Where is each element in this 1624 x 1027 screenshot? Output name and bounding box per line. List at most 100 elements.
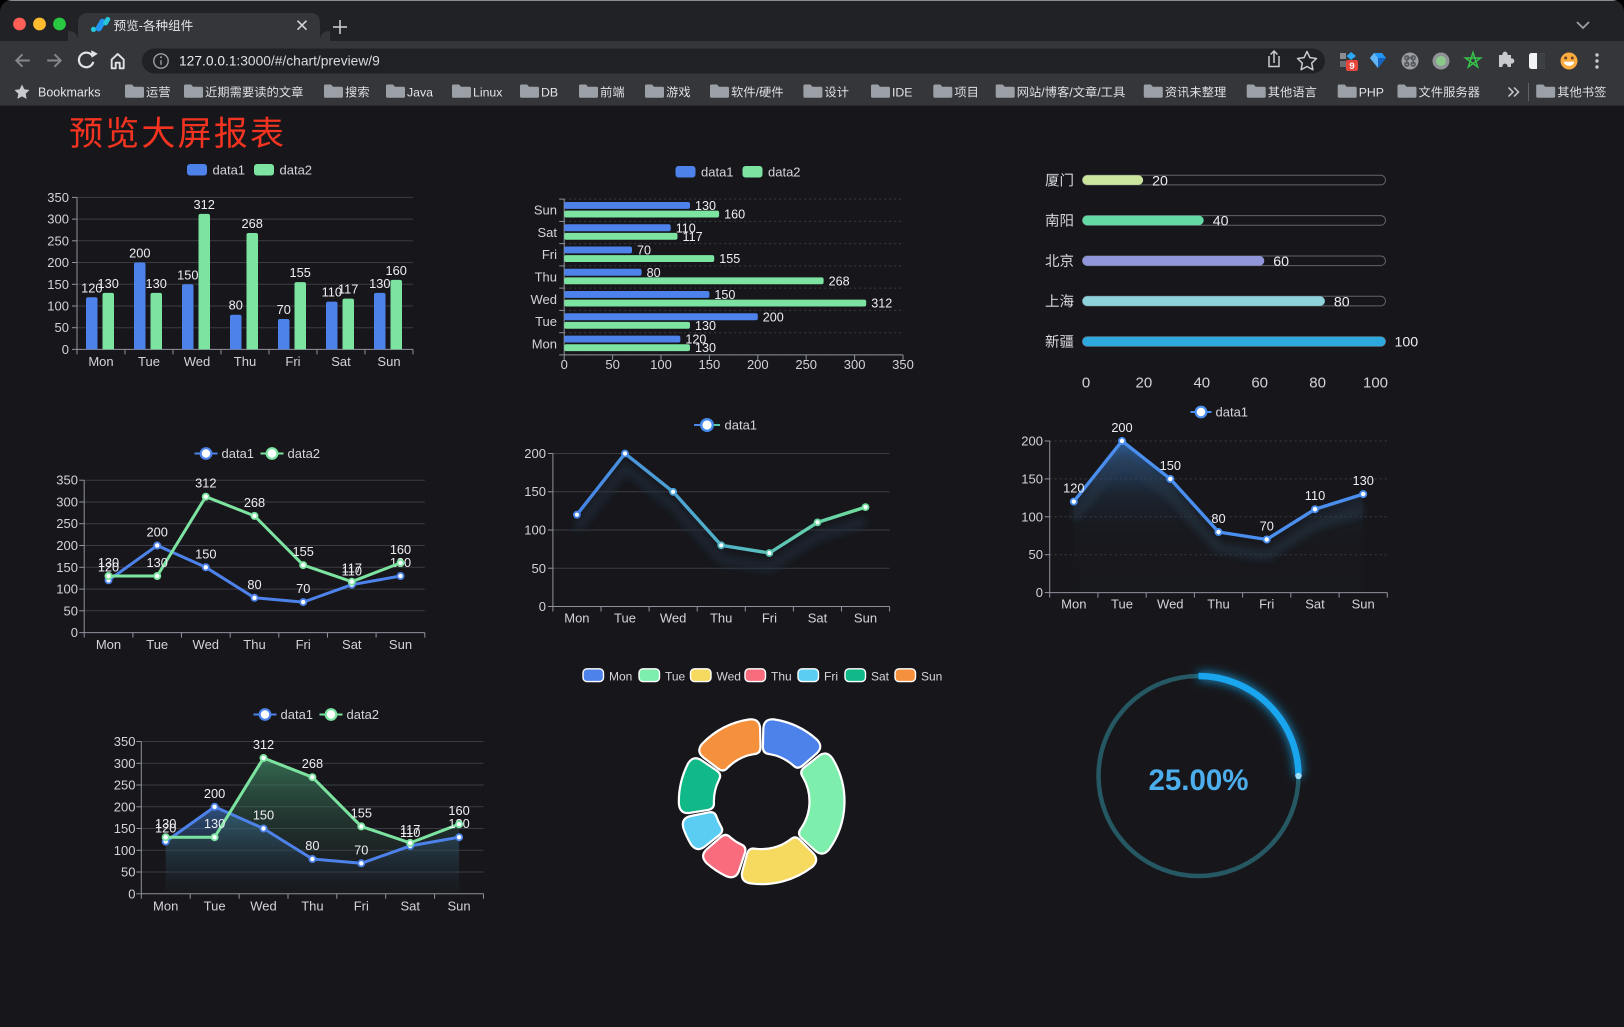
svg-text:250: 250 <box>114 778 136 793</box>
svg-text:DB: DB <box>541 86 558 100</box>
svg-text:200: 200 <box>114 799 136 814</box>
svg-text:Mon: Mon <box>88 354 113 369</box>
svg-text:200: 200 <box>1021 434 1043 449</box>
svg-text:Fri: Fri <box>1259 597 1274 612</box>
svg-text:0: 0 <box>128 886 135 901</box>
svg-text:300: 300 <box>56 495 78 510</box>
svg-text:70: 70 <box>354 842 368 857</box>
svg-text:Wed: Wed <box>660 611 687 626</box>
svg-text:100: 100 <box>1021 509 1043 524</box>
svg-text:127.0.0.1: 127.0.0.1 <box>179 54 237 69</box>
svg-text:Sun: Sun <box>534 203 557 218</box>
svg-text:200: 200 <box>47 255 69 270</box>
svg-text:250: 250 <box>56 516 78 531</box>
svg-text:Sat: Sat <box>808 611 828 626</box>
svg-text:312: 312 <box>195 476 216 491</box>
svg-text:50: 50 <box>64 603 78 618</box>
svg-text:9: 9 <box>1349 61 1354 72</box>
svg-text:250: 250 <box>795 357 817 372</box>
svg-text:312: 312 <box>871 297 892 311</box>
svg-text:Tue: Tue <box>204 899 226 914</box>
svg-text:Sat: Sat <box>331 354 351 369</box>
svg-text:Fri: Fri <box>542 247 557 262</box>
svg-text:120: 120 <box>685 333 706 347</box>
svg-text:Wed: Wed <box>717 670 741 684</box>
svg-text:Mon: Mon <box>153 899 178 914</box>
svg-text:20: 20 <box>1152 173 1168 189</box>
svg-text:160: 160 <box>386 263 407 278</box>
svg-text:130: 130 <box>146 276 167 291</box>
svg-text:155: 155 <box>293 544 314 559</box>
svg-text:300: 300 <box>844 357 866 372</box>
svg-text:Wed: Wed <box>1157 597 1184 612</box>
svg-text:Wed: Wed <box>250 899 277 914</box>
svg-text:80: 80 <box>1309 375 1326 392</box>
svg-text:150: 150 <box>1160 458 1181 473</box>
svg-text:268: 268 <box>829 274 850 288</box>
svg-text:Mon: Mon <box>532 336 557 351</box>
svg-text:Tue: Tue <box>1111 597 1133 612</box>
svg-text:40: 40 <box>1213 214 1229 230</box>
svg-text:50: 50 <box>121 865 135 880</box>
svg-text:120: 120 <box>81 280 102 295</box>
svg-text:data1: data1 <box>213 163 246 178</box>
svg-text:350: 350 <box>56 473 78 488</box>
svg-text:Linux: Linux <box>473 86 503 100</box>
svg-text:50: 50 <box>605 357 619 372</box>
svg-text:data2: data2 <box>347 707 380 722</box>
svg-text:data1: data1 <box>725 418 758 433</box>
svg-text:130: 130 <box>1353 473 1374 488</box>
svg-text:Java: Java <box>407 86 433 100</box>
svg-text:250: 250 <box>47 233 69 248</box>
svg-text:data1: data1 <box>1216 405 1249 420</box>
svg-text:Mon: Mon <box>96 637 121 652</box>
svg-text:Fri: Fri <box>354 899 369 914</box>
svg-text:Sun: Sun <box>448 899 471 914</box>
svg-text:200: 200 <box>747 357 769 372</box>
svg-text:Wed: Wed <box>531 292 558 307</box>
svg-text:Sat: Sat <box>342 637 362 652</box>
svg-text:0: 0 <box>561 357 568 372</box>
svg-text:100: 100 <box>114 843 136 858</box>
svg-text:Thu: Thu <box>535 270 557 285</box>
svg-text:110: 110 <box>1305 488 1325 503</box>
svg-text:160: 160 <box>448 803 469 818</box>
svg-text:Wed: Wed <box>184 354 211 369</box>
svg-text:350: 350 <box>114 734 136 749</box>
svg-text:60: 60 <box>1273 254 1289 270</box>
svg-text:130: 130 <box>695 319 716 333</box>
svg-text:150: 150 <box>699 357 721 372</box>
svg-text:268: 268 <box>302 756 323 771</box>
svg-text:Sun: Sun <box>921 670 942 684</box>
svg-text:Tue: Tue <box>535 314 557 329</box>
svg-text:Mon: Mon <box>564 611 589 626</box>
svg-text:200: 200 <box>129 246 150 261</box>
svg-text:40: 40 <box>1193 375 1210 392</box>
svg-text:100: 100 <box>1395 335 1419 351</box>
svg-text:Tue: Tue <box>614 611 636 626</box>
svg-text:Sat: Sat <box>537 225 557 240</box>
svg-text:120: 120 <box>1063 481 1084 496</box>
svg-text:Thu: Thu <box>243 637 265 652</box>
svg-text:80: 80 <box>247 577 261 592</box>
svg-text:80: 80 <box>1211 511 1225 526</box>
svg-text:200: 200 <box>1111 420 1132 435</box>
svg-text:Wed: Wed <box>193 637 220 652</box>
svg-text:-: - <box>139 19 143 33</box>
svg-text:Sun: Sun <box>1352 597 1375 612</box>
svg-text:80: 80 <box>647 266 661 280</box>
svg-text:150: 150 <box>1021 471 1043 486</box>
svg-text:150: 150 <box>56 560 78 575</box>
svg-text::3000/#/chart/preview/9: :3000/#/chart/preview/9 <box>236 54 380 69</box>
svg-text:Sun: Sun <box>377 354 400 369</box>
svg-text:100: 100 <box>47 299 69 314</box>
svg-text:117: 117 <box>342 561 362 576</box>
svg-text:300: 300 <box>47 212 69 227</box>
svg-text:25.00%: 25.00% <box>1148 764 1248 797</box>
svg-text:Thu: Thu <box>301 899 323 914</box>
svg-text:Thu: Thu <box>710 611 732 626</box>
svg-text:160: 160 <box>390 542 411 557</box>
svg-text:200: 200 <box>204 786 225 801</box>
svg-text:70: 70 <box>637 244 651 258</box>
svg-text:/: / <box>1041 86 1045 100</box>
